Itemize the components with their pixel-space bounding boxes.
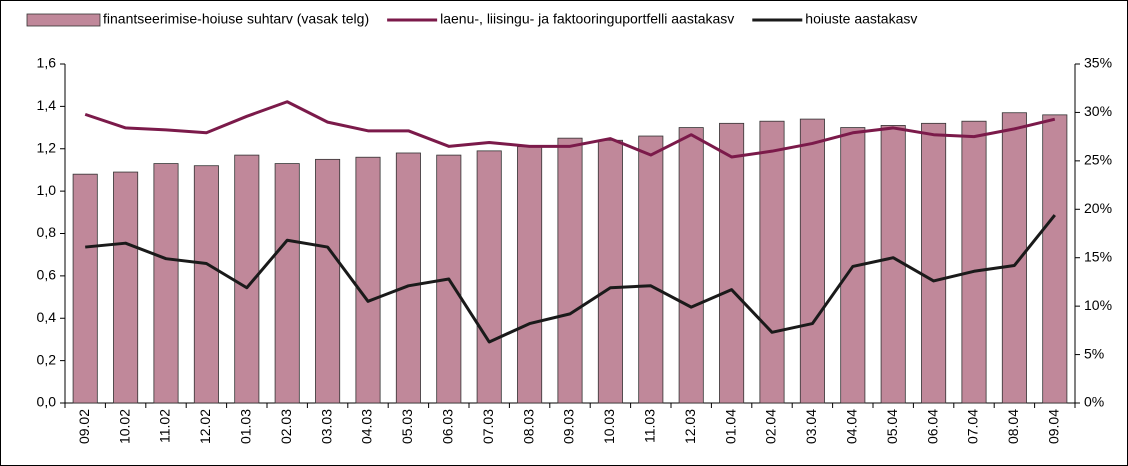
x-tick-label: 05.03 <box>399 409 415 444</box>
x-tick-label: 11.03 <box>642 409 658 443</box>
x-tick-label: 01.03 <box>238 409 254 444</box>
x-tick-label: 09.04 <box>1046 409 1062 444</box>
legend-item: laenu-, liisingu- ja faktooringuportfell… <box>387 11 734 27</box>
y2-tick-label: 20% <box>1084 200 1112 216</box>
bar <box>315 158 341 404</box>
y-tick-label: 0,2 <box>37 351 57 367</box>
y-tick-label: 1,2 <box>37 139 57 155</box>
x-tick-label: 11.02 <box>157 409 173 443</box>
y-tick-label: 0,4 <box>37 309 57 325</box>
y2-tick-label: 25% <box>1084 152 1112 168</box>
x-tick-label: 09.02 <box>76 409 92 444</box>
y-tick-label: 1,0 <box>37 182 57 198</box>
y2-tick-label: 0% <box>1084 394 1104 410</box>
y2-tick-label: 10% <box>1084 297 1112 313</box>
x-tick-label: 08.03 <box>520 409 536 444</box>
legend-label: finantseerimise-hoiuse suhtarv (vasak te… <box>103 11 369 27</box>
x-tick-label: 03.03 <box>318 409 334 444</box>
bar <box>557 137 583 404</box>
x-tick-label: 03.04 <box>803 409 819 444</box>
legend-item: hoiuste aastakasv <box>752 11 917 27</box>
x-tick-label: 12.03 <box>682 409 698 444</box>
x-tick-label: 10.03 <box>601 409 617 444</box>
legend-label: hoiuste aastakasv <box>805 11 917 27</box>
x-tick-label: 08.04 <box>1005 409 1021 444</box>
x-tick-label: 07.03 <box>480 409 496 444</box>
bar <box>597 139 623 404</box>
x-tick-label: 10.02 <box>116 409 132 444</box>
bar <box>961 120 987 404</box>
bar <box>678 127 704 404</box>
legend-label: laenu-, liisingu- ja faktooringuportfell… <box>440 11 734 27</box>
x-tick-label: 02.04 <box>763 409 779 444</box>
x-tick-label: 07.04 <box>965 409 981 444</box>
legend-item: finantseerimise-hoiuse suhtarv (vasak te… <box>26 11 369 27</box>
y-tick-label: 0,0 <box>37 394 57 410</box>
bar <box>1042 114 1068 404</box>
bar <box>355 156 381 404</box>
y2-tick-label: 35% <box>1084 55 1112 71</box>
bar <box>799 118 825 404</box>
bar <box>153 163 179 404</box>
bar <box>921 122 947 404</box>
y2-tick-label: 30% <box>1084 103 1112 119</box>
bar <box>476 150 502 404</box>
x-tick-label: 05.04 <box>884 409 900 444</box>
bar <box>719 122 745 404</box>
bar <box>1001 112 1027 404</box>
bar <box>72 173 98 404</box>
y-tick-label: 0,8 <box>37 224 57 240</box>
bar <box>274 163 300 404</box>
legend-swatch <box>26 13 101 27</box>
y2-tick-label: 5% <box>1084 345 1104 361</box>
bar <box>880 125 906 404</box>
x-tick-label: 12.02 <box>197 409 213 444</box>
y2-tick-label: 15% <box>1084 248 1112 264</box>
y-tick-label: 1,6 <box>37 55 57 71</box>
y-tick-label: 0,6 <box>37 267 57 283</box>
x-tick-label: 06.04 <box>924 409 940 444</box>
x-tick-label: 01.04 <box>722 409 738 444</box>
bar <box>113 171 139 404</box>
x-tick-label: 02.03 <box>278 409 294 444</box>
bar <box>395 152 421 404</box>
x-tick-label: 04.03 <box>359 409 375 444</box>
y-tick-label: 1,4 <box>37 97 57 113</box>
x-tick-label: 09.03 <box>561 409 577 444</box>
x-tick-label: 04.04 <box>844 409 860 444</box>
bar <box>517 146 543 404</box>
line <box>85 214 1056 344</box>
bar <box>193 165 219 404</box>
x-tick-label: 06.03 <box>440 409 456 444</box>
line <box>84 100 1056 159</box>
bar <box>638 135 664 404</box>
bar <box>759 120 785 404</box>
